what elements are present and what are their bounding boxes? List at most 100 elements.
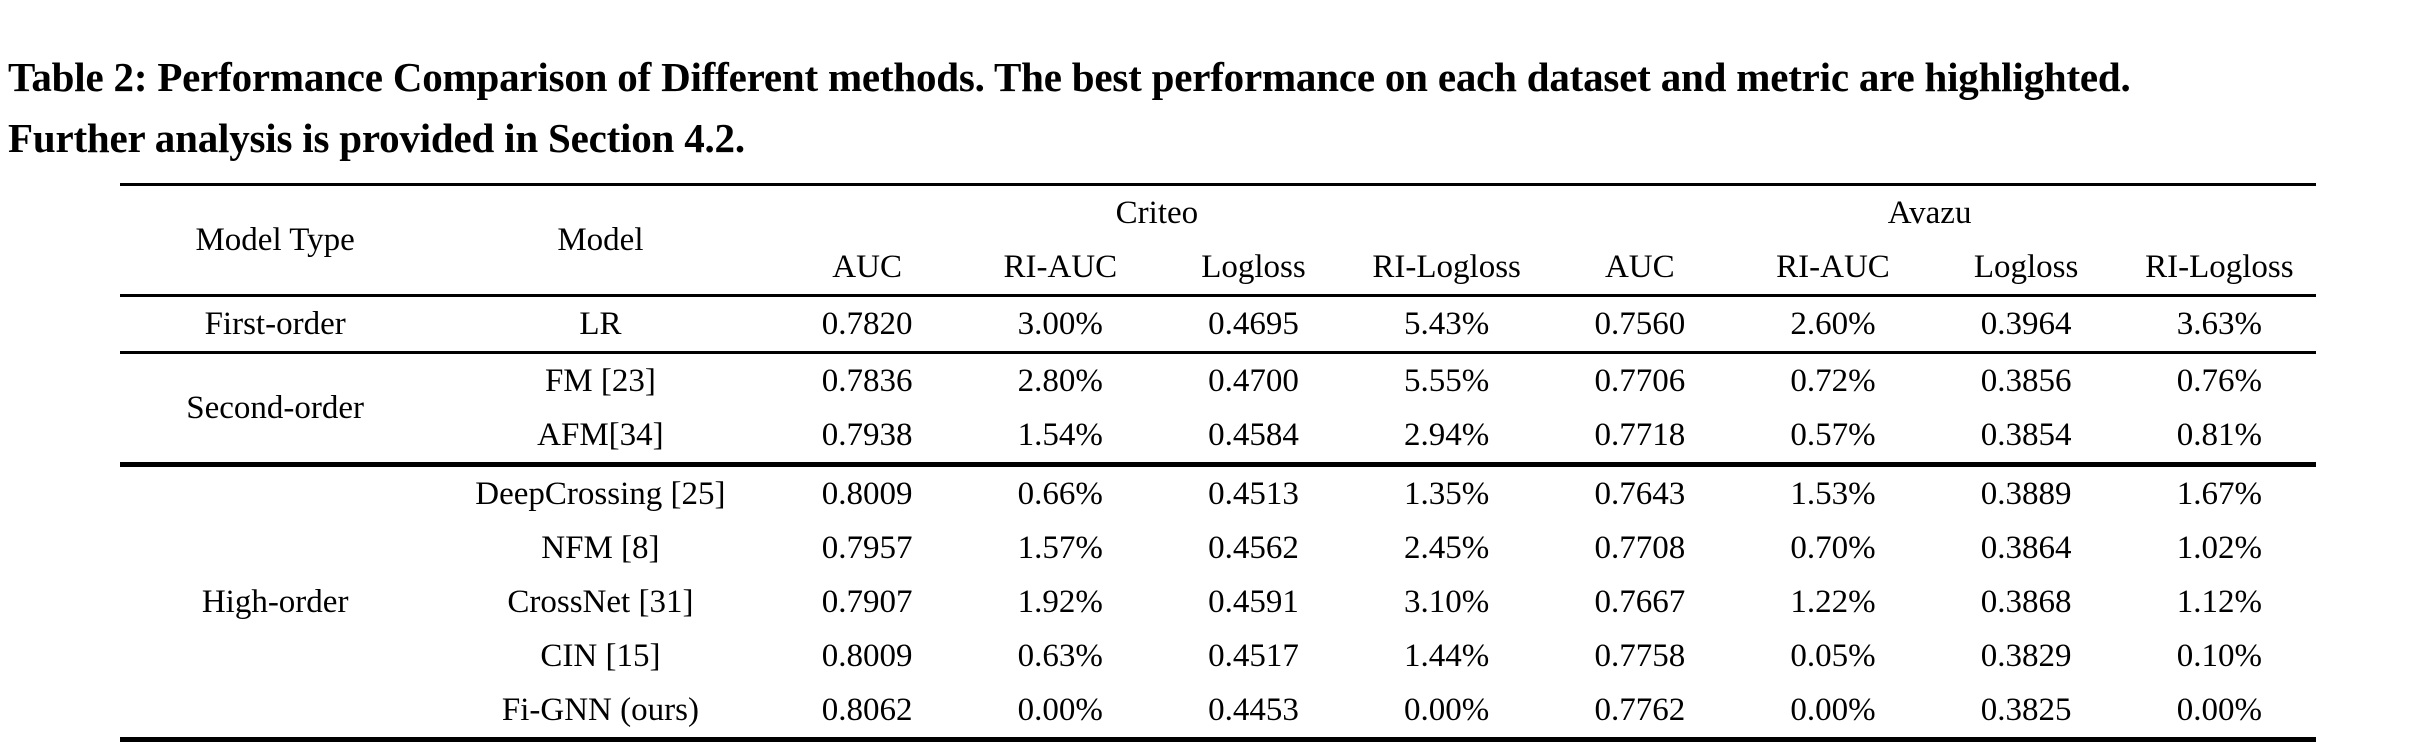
value-cell: 0.4591 (1208, 583, 1299, 620)
value-cell: 0.3856 (1980, 362, 2072, 399)
value-cell: 0.05% (1790, 637, 1876, 674)
value-cell: 3.63% (2176, 305, 2262, 342)
model-name-cell: CIN [15] (540, 637, 661, 674)
table-row: Fi-GNN (ours) 0.8062 0.00% 0.4453 0.00% 0.776… (120, 683, 2316, 740)
group-header-criteo: Criteo (1115, 194, 1199, 231)
table-row: CIN [15] 0.8009 0.63% 0.4517 1.44% 0.7758 0.05… (120, 629, 2316, 683)
value-cell: 0.63% (1017, 637, 1103, 674)
value-cell: 0.7957 (821, 529, 913, 566)
value-cell: 0.4517 (1208, 637, 1299, 674)
model-type-cell: High-order (201, 583, 349, 620)
value-cell: 2.60% (1790, 305, 1876, 342)
value-cell: 0.7758 (1594, 637, 1686, 674)
value-cell: 0.00% (1790, 691, 1876, 728)
model-name-cell: LR (579, 305, 622, 342)
value-cell: 2.94% (1404, 416, 1490, 453)
table-row: High-order DeepCrossing [25] 0.8009 0.66% 0.… (120, 465, 2316, 620)
model-name-cell: Fi-GNN (ours) (501, 691, 699, 728)
table-row: NFM [8] 0.7957 1.57% 0.4562 2.45% 0.7708 0.70%… (120, 521, 2316, 575)
metric-header-avazu-ri-auc: RI-AUC (1776, 248, 1890, 285)
caption-line-1: Table 2: Performance Comparison of Diffe… (8, 54, 2131, 100)
value-cell: 1.67% (2176, 475, 2262, 512)
value-cell: 1.02% (2176, 529, 2262, 566)
value-cell: 0.7907 (821, 583, 913, 620)
value-cell: 0.3825 (1980, 691, 2072, 728)
value-cell: 0.4584 (1208, 416, 1299, 453)
value-cell: 0.57% (1790, 416, 1876, 453)
value-cell: 3.10% (1404, 583, 1490, 620)
value-cell: 0.7820 (821, 305, 913, 342)
value-cell: 5.55% (1404, 362, 1490, 399)
model-name-cell: AFM[34] (537, 416, 664, 453)
value-cell: 1.12% (2176, 583, 2262, 620)
value-cell: 0.3964 (1980, 305, 2072, 342)
value-cell: 0.72% (1790, 362, 1876, 399)
value-cell: 3.00% (1017, 305, 1103, 342)
value-cell: 0.7718 (1594, 416, 1686, 453)
value-cell: 0.00% (2176, 691, 2262, 728)
value-cell: 0.3829 (1980, 637, 2072, 674)
value-cell: 0.3864 (1980, 529, 2072, 566)
value-cell: 0.7667 (1594, 583, 1686, 620)
model-name-cell: CrossNet [31] (507, 583, 694, 620)
results-table-wrap: Model Type Model Criteo Avazu AUC RI-AUC Loglo… (120, 183, 2316, 742)
value-cell: 0.7762 (1594, 691, 1686, 728)
header-row-groups: Model Type Model Criteo Avazu (120, 185, 2316, 258)
value-cell: 1.92% (1017, 583, 1103, 620)
table-row: CrossNet [31] 0.7907 1.92% 0.4591 3.10% 0.766… (120, 575, 2316, 629)
value-cell: 2.45% (1404, 529, 1490, 566)
value-cell: 0.8062 (821, 691, 913, 728)
metric-header-avazu-auc: AUC (1604, 248, 1675, 285)
value-cell: 0.10% (2176, 637, 2262, 674)
model-type-cell: Second-order (186, 389, 365, 426)
model-type-cell: First-order (204, 305, 346, 342)
table-head: Model Type Model Criteo Avazu AUC RI-AUC Loglo… (120, 185, 2316, 296)
table-row: First-order LR 0.7820 3.00% 0.4695 5.43% 0.756… (120, 296, 2316, 353)
value-cell: 1.54% (1017, 416, 1103, 453)
value-cell: 0.7708 (1594, 529, 1686, 566)
value-cell: 1.35% (1404, 475, 1490, 512)
metric-header-criteo-logloss: Logloss (1201, 248, 1306, 285)
value-cell: 1.22% (1790, 583, 1876, 620)
value-cell: 1.57% (1017, 529, 1103, 566)
value-cell: 0.66% (1017, 475, 1103, 512)
value-cell: 0.3868 (1980, 583, 2072, 620)
value-cell: 5.43% (1404, 305, 1490, 342)
caption-line-2: Further analysis is provided in Section … (8, 115, 745, 161)
value-cell: 1.53% (1790, 475, 1876, 512)
value-cell: 0.00% (1017, 691, 1103, 728)
value-cell: 0.4562 (1208, 529, 1299, 566)
value-cell: 0.70% (1790, 529, 1876, 566)
col-header-model: Model (557, 221, 644, 258)
metric-header-avazu-logloss: Logloss (1973, 248, 2079, 285)
value-cell: 0.3854 (1980, 416, 2072, 453)
metric-header-criteo-auc: AUC (832, 248, 902, 285)
metric-header-avazu-ri-logloss: RI-Logloss (2145, 248, 2294, 285)
value-cell: 0.7643 (1594, 475, 1686, 512)
group-header-avazu: Avazu (1887, 194, 1972, 231)
value-cell: 0.7560 (1594, 305, 1686, 342)
table-caption: Table 2: Performance Comparison of Diffe… (8, 47, 2428, 169)
model-name-cell: DeepCrossing [25] (475, 475, 726, 512)
value-cell: 0.7836 (821, 362, 913, 399)
value-cell: 0.7938 (821, 416, 913, 453)
metric-header-criteo-ri-auc: RI-AUC (1003, 248, 1118, 285)
value-cell: 0.00% (1404, 691, 1490, 728)
value-cell: 0.81% (2176, 416, 2262, 453)
model-name-cell: FM [23] (544, 362, 656, 399)
table-row: AFM[34] 0.7938 1.54% 0.4584 2.94% 0.7718 0.57%… (120, 408, 2316, 465)
value-cell: 0.8009 (821, 475, 913, 512)
value-cell: 0.4695 (1208, 305, 1299, 342)
value-cell: 0.8009 (821, 637, 913, 674)
value-cell: 0.3889 (1980, 475, 2072, 512)
value-cell: 0.4700 (1208, 362, 1299, 399)
table-body: First-order LR 0.7820 3.00% 0.4695 5.43% 0.756… (120, 296, 2316, 740)
value-cell: 0.4513 (1208, 475, 1299, 512)
value-cell: 0.76% (2176, 362, 2262, 399)
value-cell: 0.7706 (1594, 362, 1686, 399)
header-row-metrics: AUC RI-AUC Logloss RI-Logloss AUC RI-AUC Loglo… (120, 240, 2316, 296)
value-cell: 1.44% (1404, 637, 1490, 674)
metric-header-criteo-ri-logloss: RI-Logloss (1372, 248, 1521, 285)
table-row: Second-order FM [23] 0.7836 2.80% 0.4700 5.55… (120, 353, 2316, 426)
col-header-model-type: Model Type (195, 221, 355, 258)
